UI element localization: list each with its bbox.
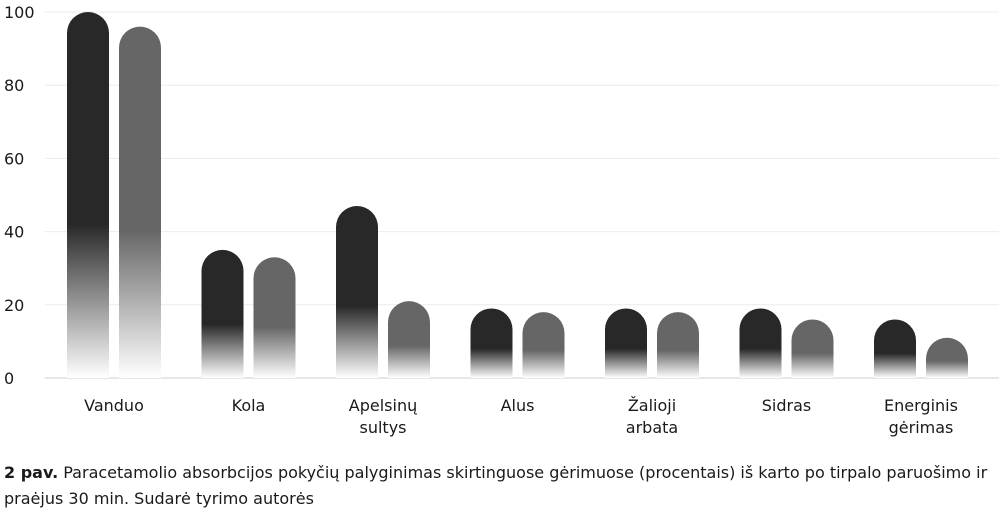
y-tick-label-80: 80 [4, 76, 24, 95]
category-label-2: Apelsinų sultys [349, 396, 417, 437]
y-tick-label-0: 0 [4, 369, 14, 388]
category-label-1: Kola [232, 396, 266, 415]
category-label-5: Sidras [762, 396, 811, 415]
category-label-0: Vanduo [84, 396, 144, 415]
bar-1-series-1 [253, 257, 296, 378]
y-tick-label-20: 20 [4, 296, 24, 315]
y-tick-label-40: 40 [4, 223, 24, 242]
y-tick-label-60: 60 [4, 149, 24, 168]
bar-6-series-0 [874, 319, 916, 378]
bar-5-series-1 [791, 319, 834, 378]
category-label-6: Energinis gėrimas [884, 396, 958, 437]
bar-chart: 0 20 40 60 80 100 Vanduo Kola Apelsinų sultys Alu… [4, 3, 999, 437]
figure-caption: 2 pav. Paracetamolio absorbcijos pokyčių… [4, 460, 994, 512]
bar-2-series-1 [388, 301, 430, 378]
caption-label: 2 pav. [4, 463, 59, 482]
category-label-3: Alus [501, 396, 535, 415]
bar-5-series-0 [739, 308, 782, 378]
bar-1-series-0 [201, 249, 244, 378]
bar-4-series-1 [657, 312, 699, 378]
bar-3-series-1 [522, 312, 565, 378]
category-label-4: Žalioji arbata [626, 396, 678, 437]
y-axis-ticks: 0 20 40 60 80 100 [4, 3, 35, 388]
x-axis-categories: Vanduo Kola Apelsinų sultys Alus Žalioji arbat… [84, 396, 958, 437]
bar-6-series-1 [926, 337, 968, 378]
bar-4-series-0 [605, 308, 647, 378]
bar-0-series-1 [119, 26, 161, 378]
bars [67, 12, 968, 378]
bar-3-series-0 [470, 308, 513, 378]
bar-0-series-0 [67, 12, 109, 378]
caption-text: Paracetamolio absorbcijos pokyčių palygi… [4, 463, 988, 508]
grid-lines [45, 11, 999, 379]
y-tick-label-100: 100 [4, 3, 35, 22]
bar-2-series-0 [336, 205, 378, 378]
